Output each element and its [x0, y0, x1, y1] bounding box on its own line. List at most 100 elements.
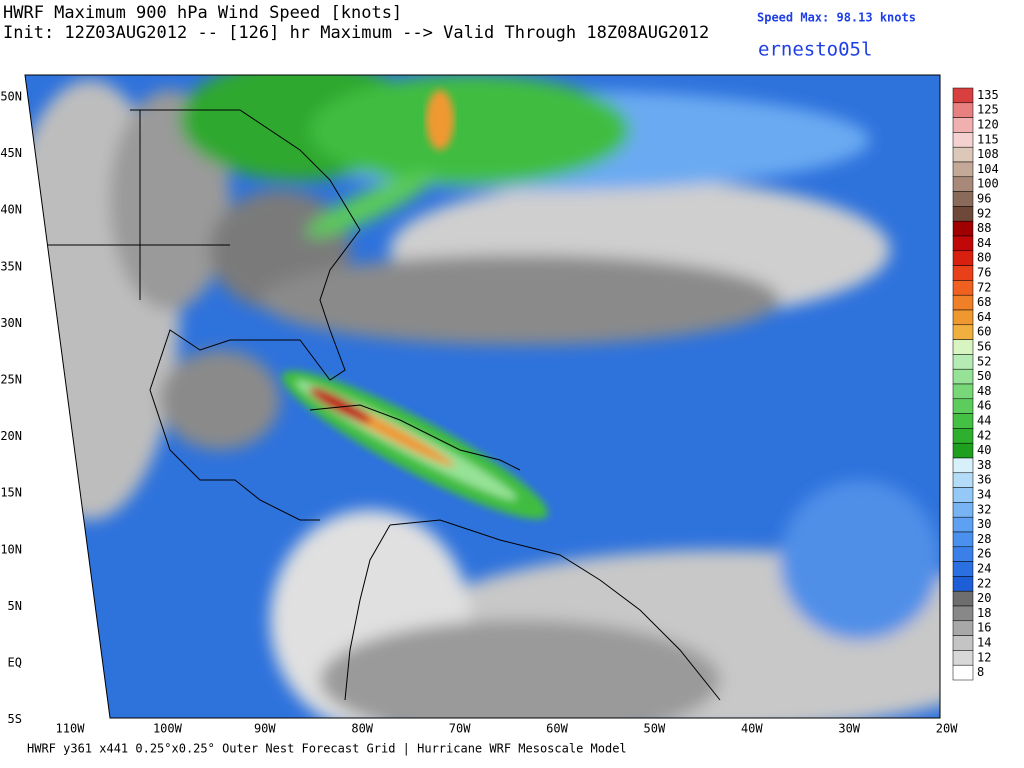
- colorbar-swatch: [952, 487, 974, 503]
- colorbar-label: 44: [977, 414, 991, 428]
- colorbar-label: 28: [977, 532, 991, 546]
- colorbar-swatch: [952, 590, 974, 607]
- colorbar-label: 26: [977, 547, 991, 561]
- colorbar-label: 52: [977, 354, 991, 368]
- colorbar-label: 48: [977, 384, 991, 398]
- colorbar-label: 8: [977, 665, 984, 679]
- colorbar-swatch: [952, 546, 974, 562]
- lon-label: 60W: [546, 722, 568, 736]
- colorbar-swatch: [952, 250, 974, 266]
- colorbar-swatch: [952, 413, 974, 429]
- colorbar-swatch: [952, 531, 974, 548]
- colorbar-label: 40: [977, 443, 991, 457]
- colorbar-swatch: [952, 117, 974, 133]
- title: HWRF Maximum 900 hPa Wind Speed [knots]: [3, 3, 402, 23]
- colorbar-swatch: [952, 280, 974, 296]
- lat-label: 10N: [0, 542, 22, 556]
- colorbar: 1351251201151081041009692888480767268646…: [952, 87, 999, 681]
- lat-label: EQ: [8, 656, 22, 670]
- colorbar-swatch: [952, 620, 974, 636]
- lon-label: 110W: [56, 722, 86, 736]
- lat-label: 40N: [0, 203, 22, 217]
- lon-label: 40W: [741, 722, 763, 736]
- colorbar-label: 135: [977, 88, 999, 102]
- lon-label: 50W: [644, 722, 666, 736]
- lat-label: 25N: [0, 373, 22, 387]
- colorbar-label: 120: [977, 118, 999, 132]
- lon-label: 70W: [449, 722, 471, 736]
- colorbar-label: 24: [977, 562, 991, 576]
- colorbar-label: 92: [977, 206, 991, 220]
- colorbar-label: 88: [977, 221, 991, 235]
- colorbar-swatch: [952, 354, 974, 370]
- lat-label: 20N: [0, 429, 22, 443]
- colorbar-label: 100: [977, 177, 999, 191]
- colorbar-label: 104: [977, 162, 999, 176]
- colorbar-label: 80: [977, 251, 991, 265]
- colorbar-label: 108: [977, 147, 999, 161]
- lat-label: 30N: [0, 316, 22, 330]
- colorbar-label: 60: [977, 325, 991, 339]
- wind-field: [25, 75, 940, 718]
- footer: HWRF y361 x441 0.25°x0.25° Outer Nest Fo…: [27, 742, 627, 756]
- lon-labels: 110W 100W 90W 80W 70W 60W 50W 40W 30W 20W: [56, 722, 959, 736]
- colorbar-swatch: [952, 294, 974, 311]
- colorbar-swatch: [952, 664, 974, 681]
- colorbar-swatch: [952, 146, 974, 163]
- colorbar-label: 32: [977, 502, 991, 516]
- colorbar-swatch: [952, 398, 974, 414]
- colorbar-label: 34: [977, 488, 991, 502]
- colorbar-swatch: [952, 161, 974, 178]
- colorbar-label: 46: [977, 399, 991, 413]
- colorbar-swatch: [952, 428, 974, 444]
- colorbar-swatch: [952, 383, 974, 400]
- colorbar-label: 22: [977, 576, 991, 590]
- colorbar-swatch: [952, 191, 974, 207]
- colorbar-swatch: [952, 206, 974, 222]
- lat-label: 35N: [0, 259, 22, 273]
- colorbar-swatch: [952, 605, 974, 622]
- lat-labels: 50N 45N 40N 35N 30N 25N 20N 15N 10N 5N EQ 5S: [0, 90, 22, 727]
- colorbar-label: 96: [977, 192, 991, 206]
- colorbar-label: 18: [977, 606, 991, 620]
- colorbar-swatch: [952, 324, 974, 340]
- lat-label: 50N: [0, 90, 22, 104]
- colorbar-swatch: [952, 650, 974, 666]
- lon-label: 90W: [254, 722, 276, 736]
- lat-label: 45N: [0, 146, 22, 160]
- colorbar-label: 125: [977, 103, 999, 117]
- colorbar-label: 50: [977, 369, 991, 383]
- colorbar-label: 38: [977, 458, 991, 472]
- colorbar-label: 115: [977, 132, 999, 146]
- colorbar-swatch: [952, 516, 974, 533]
- colorbar-label: 76: [977, 266, 991, 280]
- colorbar-swatch: [952, 265, 974, 281]
- colorbar-label: 72: [977, 280, 991, 294]
- colorbar-swatch: [952, 235, 974, 252]
- map-frame: [24, 74, 941, 719]
- storm-name: ernesto05l: [758, 39, 872, 61]
- colorbar-swatch: [952, 102, 974, 118]
- colorbar-label: 42: [977, 428, 991, 442]
- lon-label: 80W: [351, 722, 373, 736]
- colorbar-swatch: [952, 442, 974, 459]
- colorbar-label: 20: [977, 591, 991, 605]
- colorbar-label: 36: [977, 473, 991, 487]
- colorbar-swatch: [952, 132, 974, 148]
- colorbar-swatch: [952, 457, 974, 474]
- colorbar-label: 12: [977, 650, 991, 664]
- colorbar-label: 56: [977, 340, 991, 354]
- colorbar-swatch: [952, 635, 974, 651]
- lat-label: 5N: [8, 599, 22, 613]
- colorbar-swatch: [952, 368, 974, 385]
- colorbar-swatch: [952, 576, 974, 592]
- colorbar-label: 64: [977, 310, 991, 324]
- subtitle: Init: 12Z03AUG2012 -- [126] hr Maximum -…: [3, 23, 709, 43]
- colorbar-label: 68: [977, 295, 991, 309]
- colorbar-swatch: [952, 472, 974, 488]
- lon-label: 100W: [153, 722, 183, 736]
- colorbar-swatch: [952, 176, 974, 192]
- lat-label: 5S: [8, 712, 22, 726]
